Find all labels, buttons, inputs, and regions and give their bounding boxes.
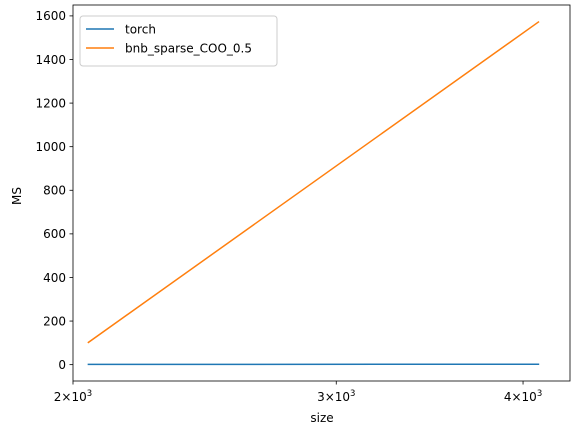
x-tick-label: 3×103 <box>317 389 355 404</box>
legend-label-1: bnb_sparse_COO_0.5 <box>125 41 252 55</box>
y-tick-label: 600 <box>43 227 66 241</box>
y-tick-label: 800 <box>43 184 66 198</box>
y-axis-label: MS <box>10 187 24 205</box>
y-tick-label: 1000 <box>35 140 66 154</box>
legend-label-0: torch <box>125 22 156 36</box>
x-axis: 2×103 3×103 4×103 <box>54 381 542 404</box>
y-axis: 0 200 400 600 800 1000 1200 1400 1600 <box>35 9 73 372</box>
x-tick-label: 2×103 <box>54 389 92 404</box>
y-tick-label: 1400 <box>35 53 66 67</box>
x-axis-label: size <box>310 411 333 425</box>
plot-frame <box>72 4 571 382</box>
legend: torch bnb_sparse_COO_0.5 <box>79 15 278 67</box>
y-tick-label: 0 <box>58 358 66 372</box>
y-tick-label: 400 <box>43 271 66 285</box>
legend-box <box>79 15 278 67</box>
series-line-1 <box>87 20 540 344</box>
y-tick-label: 1600 <box>35 9 66 23</box>
y-tick-label: 1200 <box>35 96 66 110</box>
y-tick-label: 200 <box>43 314 66 328</box>
plot-lines <box>87 20 540 366</box>
x-tick-label: 4×103 <box>504 389 542 404</box>
